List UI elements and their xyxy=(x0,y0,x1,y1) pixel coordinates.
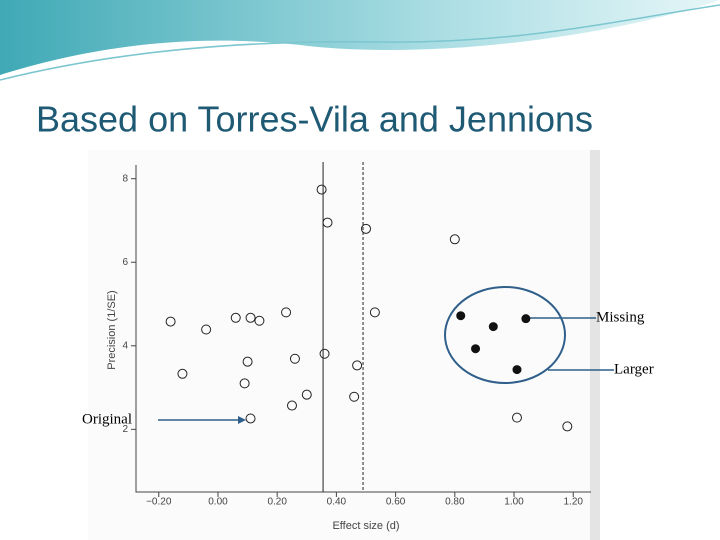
data-point xyxy=(488,322,498,332)
data-point xyxy=(201,324,212,335)
data-point xyxy=(319,348,330,359)
data-point xyxy=(254,315,265,326)
data-point xyxy=(369,307,380,318)
highlight-ellipse xyxy=(444,286,566,384)
data-point xyxy=(322,217,333,228)
data-point xyxy=(230,312,241,323)
x-tick-label: −0.20 xyxy=(146,497,172,508)
header-wave xyxy=(0,0,720,75)
data-point xyxy=(352,360,363,371)
data-point xyxy=(511,412,522,423)
data-point xyxy=(245,312,256,323)
data-point xyxy=(521,314,531,324)
data-point xyxy=(361,223,371,234)
data-point xyxy=(512,365,522,375)
data-point xyxy=(242,356,253,367)
annotation: Missing xyxy=(596,309,645,325)
y-tick-label: 4 xyxy=(122,340,128,351)
data-point xyxy=(239,378,250,389)
data-point xyxy=(286,400,297,411)
x-tick-label: 0.20 xyxy=(267,497,287,508)
y-tick-label: 6 xyxy=(122,257,128,268)
scan-edge xyxy=(590,150,600,540)
axes xyxy=(135,165,591,493)
data-point xyxy=(562,421,573,432)
slide-title: Based on Torres-Vila and Jennions xyxy=(36,99,593,140)
x-axis-label: Effect size (d) xyxy=(332,520,399,532)
header-line xyxy=(0,4,720,81)
x-tick-label: 0.00 xyxy=(208,497,228,508)
data-point xyxy=(316,184,327,195)
data-point xyxy=(349,391,360,402)
x-tick-label: 0.40 xyxy=(327,497,347,508)
data-point xyxy=(456,311,466,321)
data-point xyxy=(471,344,481,354)
x-tick-label: 0.80 xyxy=(445,497,465,508)
data-point xyxy=(177,368,188,379)
x-tick-label: 0.60 xyxy=(386,497,406,508)
data-point xyxy=(449,234,460,245)
arrow-head xyxy=(238,416,246,424)
y-tick-label: 2 xyxy=(122,424,128,435)
data-point xyxy=(301,389,312,400)
data-point xyxy=(245,413,256,424)
plot-background xyxy=(88,150,600,540)
y-tick-label: 8 xyxy=(122,173,128,184)
data-point xyxy=(289,353,300,364)
annotation: Larger xyxy=(614,361,654,377)
annotation: Original xyxy=(82,411,132,427)
data-point xyxy=(281,307,292,318)
x-tick-label: 1.00 xyxy=(504,497,524,508)
data-point xyxy=(165,316,176,327)
x-tick-label: 1.20 xyxy=(564,497,584,508)
y-axis-label: Precision (1/SE) xyxy=(106,290,118,369)
